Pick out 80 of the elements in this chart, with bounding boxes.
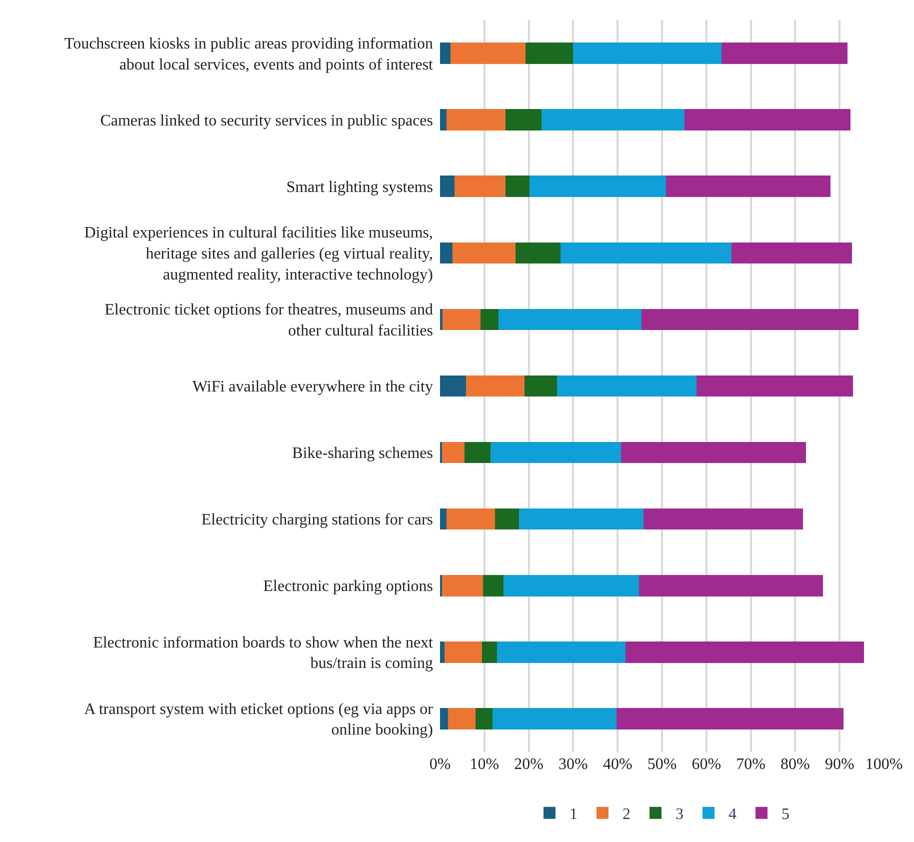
bar <box>643 508 803 530</box>
legend-label: 1 <box>570 806 578 824</box>
x-tick-label: 60% <box>692 756 722 773</box>
bar <box>506 176 530 198</box>
bar <box>616 708 844 730</box>
bar <box>496 642 626 663</box>
bar <box>642 308 859 330</box>
bar <box>626 642 864 663</box>
x-tick-label: 20% <box>514 756 544 773</box>
y-tick-label: Electronic parking options <box>263 578 433 596</box>
x-tick-label: 70% <box>736 756 766 773</box>
legend-label: 4 <box>728 806 736 824</box>
y-tick-label: Cameras linked to security services in public spaces <box>100 112 433 130</box>
bar <box>498 308 642 330</box>
bar <box>440 308 443 330</box>
y-tick-label: Electronic ticket options for theatres, museums and other cultural facilities <box>104 302 433 340</box>
bar <box>506 109 542 130</box>
bar <box>515 242 560 264</box>
bar <box>440 708 448 730</box>
bar <box>519 508 644 530</box>
bar <box>495 508 520 530</box>
bar <box>440 375 466 397</box>
bar <box>454 176 506 198</box>
y-tick-label: Electronic information boards to show when the next bus/train is coming <box>93 634 434 672</box>
bar <box>452 242 516 264</box>
bar <box>696 375 853 397</box>
y-tick-label: Digital experiences in cultural facilities like museums, heritage sites and galleries (eg virtual reality, augmented reality, interactive technology) <box>84 224 433 284</box>
x-tick-label: 100% <box>865 756 903 773</box>
legend-label: 3 <box>676 806 684 824</box>
y-tick-label: WiFi available everywhere in the city <box>192 378 433 396</box>
bar <box>440 242 452 264</box>
y-tick-label: Electricity charging stations for cars <box>201 512 433 529</box>
bar <box>482 642 497 663</box>
bar <box>440 508 447 530</box>
bar <box>573 42 722 64</box>
x-tick-label: 80% <box>780 756 810 773</box>
bar <box>530 176 666 198</box>
bar <box>525 42 574 64</box>
bar <box>490 442 622 464</box>
bar <box>440 176 455 198</box>
bar <box>440 42 451 64</box>
bar <box>448 708 476 730</box>
bar <box>684 109 851 130</box>
bar <box>492 708 617 730</box>
y-tick-label: Touchscreen kiosks in public areas providing information about local services, events and points of interest <box>64 35 434 74</box>
x-tick-label: 10% <box>470 756 500 773</box>
bar <box>440 642 444 663</box>
bar <box>442 442 464 464</box>
x-tick-label: 30% <box>558 756 588 773</box>
x-tick-label: 40% <box>602 756 632 773</box>
bar <box>524 375 558 397</box>
bar <box>483 574 504 596</box>
bar <box>542 109 685 130</box>
bar <box>621 442 806 464</box>
bar <box>560 242 732 264</box>
x-tick-label: 50% <box>647 756 677 773</box>
bar <box>503 574 639 596</box>
bar <box>480 308 499 330</box>
bar <box>557 375 697 397</box>
bar <box>722 42 848 64</box>
bar <box>732 242 852 264</box>
legend-label: 2 <box>622 806 630 824</box>
bar <box>442 574 484 596</box>
bar <box>446 109 506 130</box>
bar <box>440 109 447 130</box>
bar <box>464 442 491 464</box>
bar <box>476 708 492 730</box>
x-tick-label: 0% <box>429 756 451 773</box>
y-tick-label: Smart lighting systems <box>286 178 433 196</box>
x-tick-label: 90% <box>824 756 854 773</box>
y-tick-label: A transport system with eticket options (eg via apps or online booking) <box>84 700 434 739</box>
bar <box>442 308 480 330</box>
y-tick-label: Bike-sharing schemes <box>292 445 433 462</box>
bar <box>446 508 496 530</box>
bar <box>444 642 482 663</box>
bar <box>666 176 830 198</box>
bar <box>466 375 524 397</box>
legend-label: 5 <box>782 806 790 824</box>
bar <box>638 574 824 596</box>
bar <box>450 42 526 64</box>
